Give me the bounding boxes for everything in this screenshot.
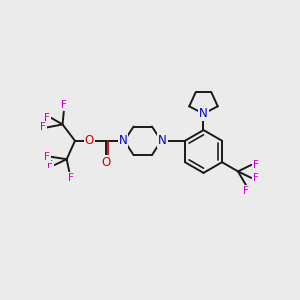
Text: O: O [101, 156, 110, 169]
Text: F: F [253, 160, 259, 170]
Text: F: F [40, 122, 46, 132]
Text: N: N [118, 134, 127, 147]
Text: N: N [158, 134, 167, 147]
Text: N: N [199, 107, 208, 120]
Text: O: O [85, 134, 94, 147]
Text: F: F [44, 152, 50, 162]
Text: F: F [243, 186, 249, 196]
Text: F: F [47, 160, 53, 170]
Text: F: F [253, 173, 259, 183]
Text: F: F [68, 173, 74, 183]
Text: F: F [61, 100, 67, 110]
Text: F: F [44, 113, 50, 123]
